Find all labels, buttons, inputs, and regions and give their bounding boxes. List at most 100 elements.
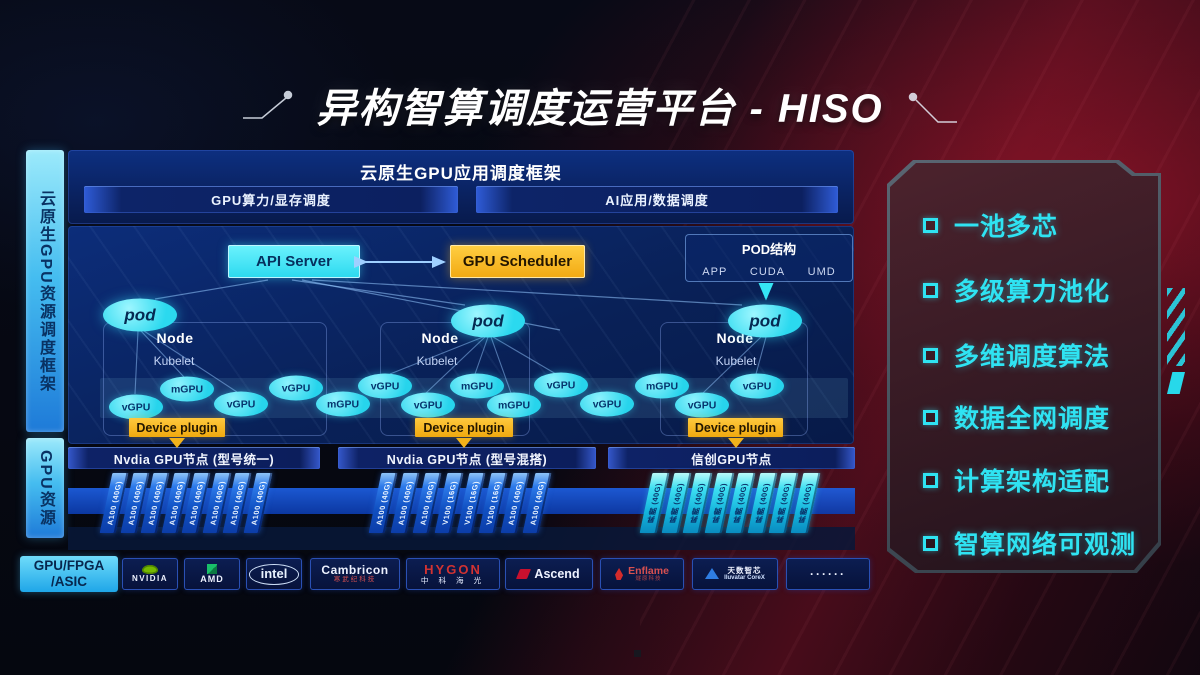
pod-layer-cuda: CUDA [749,266,786,278]
amd-logo-icon [207,563,217,574]
pod-ellipse-2: pod [451,304,525,338]
device-plugin-box-1: Device plugin [129,418,225,437]
module-gpu-compute-scheduling: GPU算力/显存调度 [84,186,458,213]
pod-layer-app: APP [702,266,728,278]
feature-label: 数据全网调度 [954,405,1111,433]
iluvatar-logo-icon [705,568,720,580]
rack-header-3: 信创GPU节点 [608,447,855,469]
hazard-stripes-decor [1167,288,1185,366]
pod-ellipse-3: pod [728,304,802,338]
device-plugin-box-2: Device plugin [415,418,513,437]
vendor-name: HYGON [424,562,482,578]
feature-label: 计算架构适配 [954,468,1111,496]
vendor-stack: NVIDIA [131,564,169,583]
device-plugin-arrow-icon-3 [727,438,744,448]
vendor-stack: Ascend [516,567,580,581]
feature-item-1: 一池多芯 [923,207,1058,243]
feature-panel: 一池多芯多级算力池化 多维调度算法 数据全网调度 计算架构适配 智算网络可观测 [887,160,1161,573]
square-bullet-icon [923,535,938,551]
vendor-name: Cambricon [321,563,389,578]
vendor-box-dots: ······ [786,558,870,590]
ascend-logo-icon [516,569,532,579]
vendor-stack: Cambricon 寒武纪科技 [321,564,388,583]
vendor-stack: Enflame 燧原科技 [628,564,669,583]
vendor-name: intel [248,563,300,585]
app-scheduling-title: 云原生GPU应用调度框架 [360,164,562,183]
rack-base [68,527,855,550]
vendor-stack: Enflame 燧原科技 [615,564,669,583]
hardware-line2: /ASIC [50,574,87,589]
pod-ellipse-1: pod [103,298,177,332]
feature-label: 多维调度算法 [954,343,1111,371]
vendor-stack: AMD [200,563,224,584]
vendor-subname: Iluvatar CoreX [724,574,765,581]
node-label-1: Node [156,330,194,346]
kubelet-label-2: Kubelet [416,354,458,368]
gpu-unit-vgpu-3: vGPU [214,391,268,417]
square-bullet-icon [923,347,938,363]
vendor-stack: 天数智芯 Iluvatar CoreX [705,567,765,581]
feature-label: 多级算力池化 [954,278,1111,306]
vendor-box-ascend: Ascend [505,558,593,590]
pod-structure-box: POD结构 APP CUDA UMD [685,234,853,282]
square-bullet-icon [923,409,938,425]
vendor-box-amd: AMD [184,558,240,590]
device-plugin-box-3: Device plugin [688,418,783,437]
feature-label: 一池多芯 [954,213,1059,241]
vendor-box-hygon: HYGON 中 科 海 光 [406,558,500,590]
hardware-category-box: GPU/FPGA /ASIC [20,556,118,592]
square-bullet-icon [923,472,938,488]
vendor-box-cambricon: Cambricon 寒武纪科技 [310,558,400,590]
page-title: 异构智算调度运营平台 - HISO [316,87,884,131]
sidebar-framework-label: 云原生GPU资源调度框架 [37,189,54,393]
device-plugin-arrow-icon-2 [456,438,472,448]
vendor-subname: 寒武纪科技 [333,575,377,583]
module-ai-data-scheduling: AI应用/数据调度 [476,186,838,213]
feature-label: 智算网络可观测 [954,531,1137,559]
pod-structure-title: POD结构 [741,242,797,257]
api-server-box: API Server [228,245,360,278]
vendor-box-intel: intel [246,558,302,590]
square-bullet-icon [923,282,938,298]
gpu-unit-vgpu-6: vGPU [358,373,412,399]
gpu-unit-vgpu-1: vGPU [109,394,163,420]
feature-item-2: 多级算力池化 [923,272,1110,308]
vendor-box-iluvatar: 天数智芯 Iluvatar CoreX [692,558,778,590]
vendor-box-enflame: Enflame 燧原科技 [600,558,684,590]
hazard-mark-decor [1167,372,1185,394]
gpu-unit-vgpu-4: vGPU [269,375,323,401]
feature-item-5: 计算架构适配 [923,462,1110,498]
vendor-stack: 天数智芯 Iluvatar CoreX [724,567,765,581]
gpu-unit-mgpu-9: mGPU [487,392,541,418]
hardware-line1: GPU/FPGA [33,558,105,574]
vendor-stack: HYGON 中 科 海 光 [421,563,485,585]
feature-item-3: 多维调度算法 [923,337,1110,373]
vendor-subname: 燧原科技 [635,575,662,582]
feature-item-4: 数据全网调度 [923,399,1110,435]
pod-layer-umd: UMD [807,266,836,278]
gpu-unit-vgpu-11: vGPU [580,391,634,417]
gpu-unit-vgpu-7: vGPU [401,392,455,418]
gpu-unit-vgpu-13: vGPU [675,392,729,418]
sidebar-gpu-resource-label: GPU资源 [37,449,54,527]
vendor-name: Ascend [534,567,580,581]
square-bullet-icon [923,217,938,233]
gpu-unit-mgpu-2: mGPU [160,376,214,402]
vendor-name: Enflame [628,564,669,577]
feature-item-6: 智算网络可观测 [923,525,1136,561]
enflame-logo-icon [615,568,624,580]
sidebar-framework-bar: 云原生GPU资源调度框架 [26,150,64,432]
gpu-unit-mgpu-12: mGPU [635,373,689,399]
node-label-2: Node [421,330,459,346]
vendor-name: NVIDIA [131,573,169,583]
kubelet-label-3: Kubelet [715,354,757,368]
gpu-unit-vgpu-14: vGPU [730,373,784,399]
kubelet-label-1: Kubelet [153,354,195,368]
device-plugin-arrow-icon-1 [169,438,185,448]
gpu-scheduler-box: GPU Scheduler [450,245,585,278]
sidebar-gpu-resource-bar: GPU资源 [26,438,64,538]
gpu-unit-mgpu-5: mGPU [316,391,370,417]
rack-header-2: Nvdia GPU节点 (型号混搭) [338,447,596,469]
vendor-box-nvidia: NVIDIA [122,558,178,590]
